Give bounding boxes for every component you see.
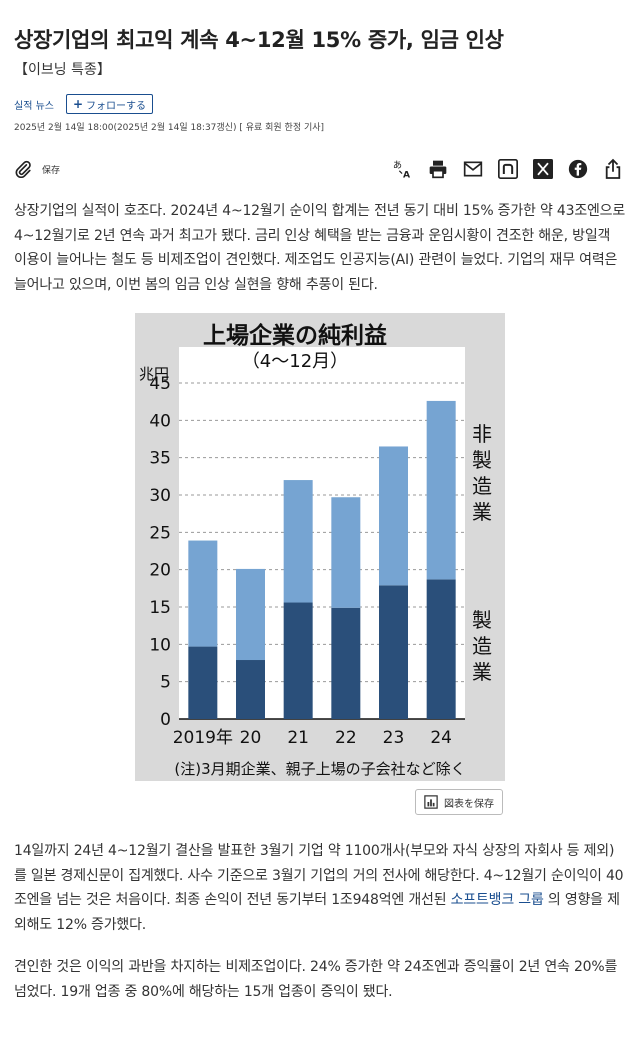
bar-manufacturing [236,660,265,719]
article-headline: 상장기업의 최고익 계속 4~12월 15% 증가, 임금 인상 [14,28,504,52]
y-tick-label: 30 [149,486,171,506]
chart-note: (注)3月期企業、親子上場の子会社など除く [174,760,465,778]
svg-text:A: A [403,169,411,180]
y-tick-label: 35 [149,449,171,469]
bar-manufacturing [188,646,218,719]
save-article-button[interactable]: 保存 [14,160,60,178]
x-tick-label: 20 [240,728,262,748]
save-label: 保存 [42,165,61,176]
y-tick-label: 40 [149,411,171,431]
bars [188,400,456,719]
tool-icons: あ A [392,158,626,180]
share-icon[interactable] [602,158,624,180]
y-tick-label: 10 [149,635,171,655]
translate-icon[interactable]: あ A [392,158,414,180]
article-paragraph-2: 14일까지 24년 4~12월기 결산을 발표한 3월기 기업 약 1100개사… [14,839,626,937]
bar-manufacturing [283,602,313,719]
svg-text:非: 非 [472,422,492,446]
bar-manufacturing [426,579,456,719]
meta-row: 실적 뉴스 + フォローする [14,93,626,115]
article-page: 상장기업의 최고익 계속 4~12월 15% 증가, 임금 인상 【이브닝 특종… [0,26,640,1064]
chart-subtitle: （4～12月） [242,351,348,372]
follow-button[interactable]: + フォローする [65,94,154,114]
svg-text:業: 業 [472,500,492,524]
legend-manufacturing: 製造業 [472,608,492,684]
x-tick-label: 23 [383,728,405,748]
save-chart-label: 図表を保存 [444,798,494,810]
bar-manufacturing [379,585,408,719]
bar-non-manufacturing [188,540,218,647]
x-tick-label: 2019年 [173,728,233,748]
x-tick-label: 21 [287,728,309,748]
y-tick-label: 20 [149,561,171,581]
y-tick-label: 25 [149,523,171,543]
x-icon[interactable] [532,158,554,180]
y-tick-label: 5 [160,673,171,693]
article-paragraph-1: 상장기업의 실적이 호조다. 2024년 4~12월기 순이익 합계는 전년 동… [14,203,626,293]
para2-text-b: 의 영향을 제외해도 12% 증가했다. [14,892,620,933]
net-profit-chart: 0 5 10 15 20 25 30 35 40 45 2019年 20 21 22 23 24 上場企業の… [135,313,505,781]
dateline: 2025년 2월 14일 18:00(2025년 2월 14일 18:37갱신)… [14,123,325,133]
svg-text:業: 業 [472,660,492,684]
clip-icon [15,160,31,178]
figure: 0 5 10 15 20 25 30 35 40 45 2019年 20 21 22 23 24 上場企業の… [14,313,626,815]
svg-text:あ: あ [393,160,402,171]
mail-icon[interactable] [462,158,484,180]
chart-title: 上場企業の純利益 [203,322,387,349]
category-link[interactable]: 실적 뉴스 [14,100,54,112]
section-tag: 【이브닝 특종】 [14,62,111,78]
bar-non-manufacturing [379,446,408,586]
bar-non-manufacturing [283,480,313,603]
chart-icon [424,795,438,809]
y-tick-labels: 0 5 10 15 20 25 30 35 40 45 [149,374,171,730]
bar-non-manufacturing [331,497,361,608]
note-icon[interactable] [497,158,519,180]
y-tick-label: 0 [160,710,171,730]
article-paragraph-3: 견인한 것은 이익의 과반을 차지하는 비제조업이다. 24% 증가한 약 24… [14,959,618,1000]
y-tick-label: 15 [149,598,171,618]
follow-button-label: フォローする [86,100,147,112]
chart-svg: 0 5 10 15 20 25 30 35 40 45 2019年 20 21 22 23 24 上場企業の… [139,322,492,778]
bar-manufacturing [331,607,361,719]
y-unit-label: 兆円 [139,365,169,383]
article-toolbar: 保存 あ A [14,157,626,181]
svg-text:製: 製 [472,448,492,472]
bar-non-manufacturing [236,568,265,661]
x-tick-labels: 2019年 20 21 22 23 24 [173,728,452,748]
facebook-icon[interactable] [567,158,589,180]
svg-text:製: 製 [472,608,492,632]
bar-non-manufacturing [426,400,456,580]
y-tick-label: 45 [149,374,171,394]
save-chart-button[interactable]: 図表を保存 [415,789,503,815]
print-icon[interactable] [427,158,449,180]
softbank-group-link[interactable]: 소프트뱅크 그룹 [450,892,544,908]
plot-area [179,347,465,719]
plus-icon: + [72,97,84,111]
para2-text-a: 14일까지 24년 4~12월기 결산을 발표한 3월기 기업 약 1100개사… [14,843,624,908]
x-tick-label: 24 [430,728,452,748]
x-tick-label: 22 [335,728,357,748]
grid-lines [179,382,465,720]
svg-text:造: 造 [472,634,492,658]
svg-text:造: 造 [472,474,492,498]
